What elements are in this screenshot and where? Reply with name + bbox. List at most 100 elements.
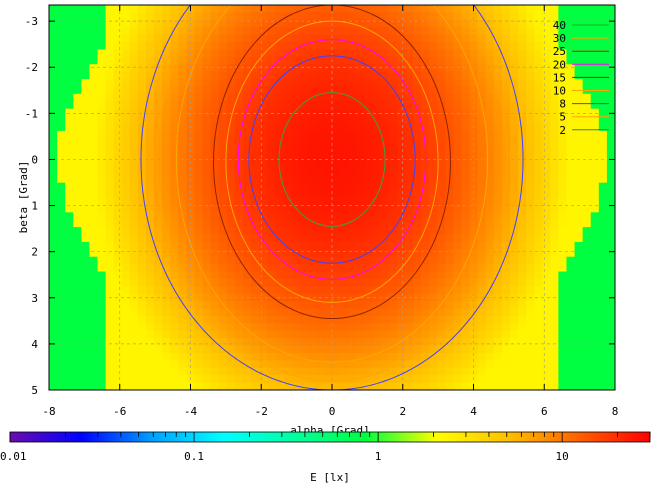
heatmap-cell — [429, 27, 438, 36]
heatmap-cell — [57, 34, 66, 43]
heatmap-cell — [340, 308, 349, 317]
heatmap-cell — [396, 301, 406, 310]
heatmap-cell — [226, 271, 236, 280]
heatmap-cell — [178, 352, 188, 361]
heatmap-cell — [404, 19, 414, 28]
heatmap-cell — [550, 367, 559, 376]
heatmap-cell — [259, 367, 268, 376]
heatmap-cell — [178, 167, 188, 176]
heatmap-cell — [566, 330, 576, 339]
heatmap-cell — [65, 101, 74, 110]
heatmap-cell — [154, 264, 163, 273]
heatmap-cell — [558, 323, 568, 332]
heatmap-cell — [267, 101, 276, 110]
heatmap-cell — [501, 338, 511, 347]
heatmap-cell — [364, 64, 374, 73]
heatmap-cell — [210, 42, 220, 51]
heatmap-cell — [49, 264, 58, 273]
heatmap-cell — [113, 71, 123, 80]
heatmap-cell — [89, 241, 99, 250]
heatmap-cell — [170, 12, 179, 21]
heatmap-cell — [323, 286, 333, 295]
heatmap-cell — [388, 71, 398, 80]
heatmap-cell — [315, 153, 325, 162]
heatmap-cell — [129, 64, 139, 73]
heatmap-cell — [121, 293, 131, 302]
heatmap-cell — [501, 278, 511, 287]
heatmap-cell — [429, 241, 438, 250]
heatmap-cell — [453, 19, 462, 28]
heatmap-cell — [194, 101, 204, 110]
heatmap-cell — [340, 345, 349, 354]
heatmap-cell — [97, 264, 107, 273]
heatmap-cell — [493, 367, 503, 376]
heatmap-cell — [113, 293, 123, 302]
heatmap-cell — [526, 34, 535, 43]
heatmap-cell — [226, 234, 236, 243]
x-tick-label: -6 — [113, 405, 126, 418]
heatmap-cell — [283, 108, 293, 117]
heatmap-cell — [598, 330, 608, 339]
heatmap-cell — [348, 182, 357, 191]
heatmap-cell — [113, 286, 123, 295]
heatmap-cell — [606, 227, 615, 236]
heatmap-cell — [194, 352, 204, 361]
heatmap-cell — [396, 93, 406, 102]
heatmap-cell — [275, 204, 285, 213]
heatmap-cell — [299, 27, 309, 36]
heatmap-cell — [534, 352, 543, 361]
heatmap-cell — [453, 93, 462, 102]
heatmap-cell — [315, 93, 325, 102]
heatmap-cell — [251, 338, 260, 347]
heatmap-cell — [243, 86, 252, 95]
heatmap-cell — [606, 360, 615, 369]
heatmap-cell — [154, 227, 163, 236]
heatmap-cell — [73, 212, 82, 221]
heatmap-cell — [49, 49, 58, 58]
heatmap-cell — [566, 138, 576, 147]
heatmap-cell — [509, 264, 519, 273]
heatmap-cell — [97, 49, 107, 58]
heatmap-cell — [81, 56, 91, 65]
heatmap-cell — [146, 315, 155, 324]
heatmap-cell — [574, 204, 584, 213]
heatmap-cell — [566, 241, 576, 250]
heatmap-cell — [404, 375, 414, 384]
heatmap-cell — [323, 116, 333, 125]
heatmap-cell — [129, 130, 139, 139]
heatmap-cell — [81, 360, 91, 369]
heatmap-cell — [218, 197, 228, 206]
heatmap-cell — [445, 19, 454, 28]
heatmap-cell — [364, 19, 374, 28]
heatmap-cell — [420, 293, 430, 302]
heatmap-cell — [412, 234, 422, 243]
heatmap-cell — [49, 175, 58, 184]
heatmap-cell — [429, 101, 438, 110]
heatmap-cell — [105, 160, 115, 169]
heatmap-cell — [57, 219, 66, 228]
heatmap-cell — [404, 204, 414, 213]
heatmap-cell — [73, 160, 82, 169]
heatmap-cell — [210, 116, 220, 125]
heatmap-cell — [275, 375, 285, 384]
heatmap-cell — [412, 301, 422, 310]
heatmap-cell — [396, 241, 406, 250]
heatmap-cell — [566, 56, 576, 65]
heatmap-cell — [251, 360, 260, 369]
heatmap-cell — [542, 5, 551, 13]
heatmap-cell — [226, 160, 236, 169]
heatmap-cell — [332, 375, 341, 384]
heatmap-cell — [412, 227, 422, 236]
heatmap-cell — [420, 256, 430, 265]
heatmap-cell — [501, 86, 511, 95]
heatmap-cell — [323, 227, 333, 236]
heatmap-cell — [429, 34, 438, 43]
heatmap-cell — [493, 234, 503, 243]
heatmap-cell — [307, 175, 317, 184]
heatmap-cell — [146, 42, 155, 51]
heatmap-cell — [404, 153, 414, 162]
heatmap-cell — [574, 190, 584, 199]
heatmap-cell — [194, 308, 204, 317]
heatmap-cell — [81, 212, 91, 221]
heatmap-cell — [340, 360, 349, 369]
